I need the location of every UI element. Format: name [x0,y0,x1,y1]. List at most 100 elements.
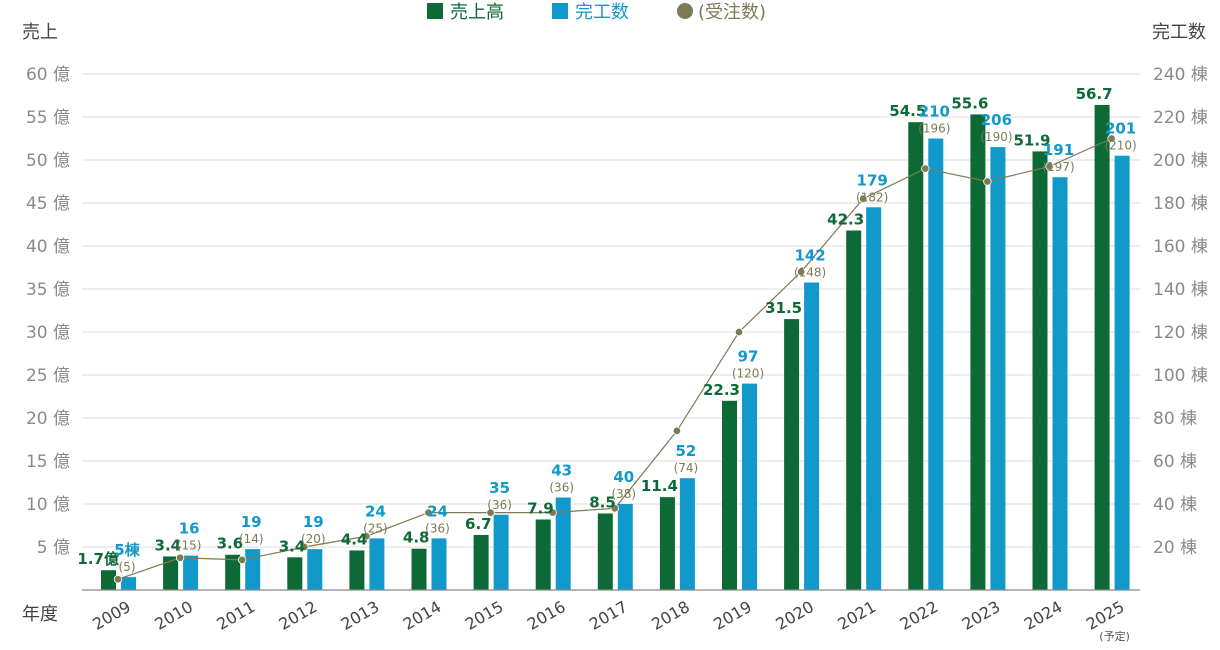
x-label-2024: 2024 [1021,597,1066,634]
label-completed-2014: 24 [427,502,448,520]
left-axis-title: 売上 [22,22,58,43]
label-orders-2009: (5) [119,560,136,574]
right-tick-20: 20 棟 [1153,538,1197,558]
bar-sales-2016 [535,519,551,590]
legend-label-completed: 完工数 [575,2,629,23]
left-axis-ticks: 5 億 10 億 15 億 20 億 25 億 30 億 35 億 40 億 45 億 50 億 5… [26,65,70,558]
orders-point-2020 [796,267,806,276]
x-label-2015: 2015 [462,597,507,634]
orders-point-2012 [300,542,309,552]
orders-point-2013 [362,532,371,541]
bar-completed-2022 [928,138,944,590]
right-tick-80: 80 棟 [1153,409,1197,429]
bar-sales-2014 [411,548,427,590]
bars [101,104,1130,591]
bar-sales-2011 [225,554,241,590]
label-orders-2016: (36) [549,481,574,495]
label-sales-2021: 42.3 [827,211,864,229]
bar-sales-2017 [597,513,613,590]
label-orders-2020: (148) [794,266,826,280]
right-tick-120: 120 棟 [1153,323,1208,343]
left-tick-20: 20 億 [26,409,70,429]
orders-point-2009 [113,575,123,584]
label-sales-2015: 6.7 [465,515,492,533]
label-orders-2015: (36) [487,498,512,512]
bar-completed-2024 [1052,177,1068,590]
bar-sales-2023 [970,114,986,591]
x-label-2011: 2011 [213,597,258,634]
x-label-2016: 2016 [524,597,569,634]
label-orders-2017: (38) [611,487,636,501]
label-completed-2015: 35 [489,479,510,497]
left-tick-5: 5 億 [37,538,70,558]
x-label-2020: 2020 [772,597,817,634]
bar-completed-2019 [742,383,757,590]
bar-sales-2022 [908,122,924,590]
right-tick-220: 220 棟 [1153,108,1208,128]
x-axis-labels: 2009 2010 2011 2012 2013 2014 2015 2016 2017 2018… [89,597,1130,643]
left-tick-30: 30 億 [26,323,70,343]
bar-sales-2013 [349,550,365,590]
legend-label-orders: (受注数) [698,2,766,23]
label-orders-2019: (120) [732,367,764,381]
bar-sales-2012 [287,557,303,590]
right-tick-200: 200 棟 [1153,151,1208,171]
left-tick-25: 25 億 [26,366,70,386]
bar-sales-2019 [722,400,737,590]
left-tick-10: 10 億 [26,495,70,515]
x-label-2019: 2019 [710,597,755,634]
label-completed-2022: 210 [919,103,950,121]
orders-point-2014 [424,508,433,517]
x-label-2023: 2023 [959,597,1004,634]
left-tick-50: 50 億 [26,151,70,171]
orders-point-2016 [548,508,557,517]
label-sales-2018: 11.4 [641,477,678,495]
bar-sales-2009 [101,570,116,590]
gridlines [82,73,1140,548]
label-completed-2009: 5棟 [114,541,140,559]
label-completed-2024: 191 [1043,141,1074,159]
label-sales-2010: 3.4 [155,536,182,554]
label-orders-2011: (14) [239,532,264,546]
label-completed-2010: 16 [179,520,200,538]
bar-completed-2011 [245,549,261,590]
legend-label-sales: 売上高 [450,2,504,23]
orders-point-2021 [859,194,868,203]
label-completed-2020: 142 [794,247,825,265]
bar-sales-2024 [1032,151,1048,590]
label-sales-2013: 4.4 [341,530,368,548]
left-tick-40: 40 億 [26,237,70,257]
x-label-2017: 2017 [586,597,631,634]
x-label-2025: 2025 [1083,597,1128,634]
orders-point-2015 [486,508,495,517]
right-tick-180: 180 棟 [1153,194,1208,214]
label-orders-2012: (20) [301,532,326,546]
bar-completed-2021 [866,207,882,591]
left-tick-55: 55 億 [26,108,70,128]
right-tick-140: 140 棟 [1153,280,1208,300]
label-completed-2013: 24 [365,502,386,520]
x-note-2025: (予定) [1099,629,1130,643]
label-sales-2019: 22.3 [703,381,740,399]
bar-completed-2015 [493,514,509,590]
orders-point-2018 [672,426,682,436]
label-orders-2021: (182) [856,190,888,204]
label-orders-2025: (210) [1104,139,1136,153]
label-sales-2016: 7.9 [527,499,554,517]
orders-point-2017 [610,504,619,513]
label-sales-2025: 56.7 [1076,85,1113,103]
label-sales-2022: 54.5 [889,102,926,120]
x-label-2009: 2009 [89,597,134,634]
right-tick-100: 100 棟 [1153,366,1208,386]
bar-completed-2013 [369,538,385,590]
orders-point-2023 [983,177,992,186]
bar-sales-2015 [473,534,489,590]
label-sales-2011: 3.6 [217,535,244,553]
bar-completed-2009 [121,577,136,590]
left-tick-15: 15 億 [26,452,70,472]
bar-completed-2023 [990,147,1006,590]
x-axis-title: 年度 [22,604,58,625]
label-completed-2021: 179 [857,171,888,189]
right-tick-40: 40 棟 [1153,495,1197,515]
x-label-2018: 2018 [648,597,693,634]
